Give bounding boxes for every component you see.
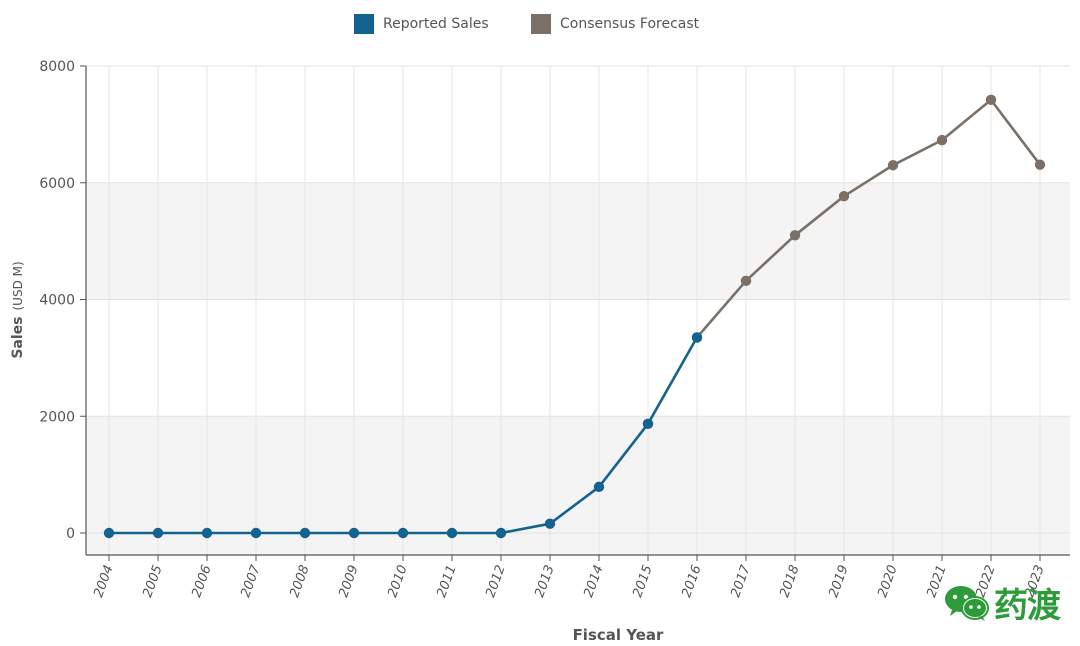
- x-axis-title: Fiscal Year: [573, 626, 664, 644]
- point-reported-sales-2008: [299, 527, 311, 539]
- watermark: 药渡: [944, 578, 1061, 627]
- point-reported-sales-2009: [348, 527, 360, 539]
- x-tick-label-2011: 2011: [434, 563, 459, 599]
- x-tick-label-2014: 2014: [581, 563, 606, 599]
- point-consensus-forecast-2020: [887, 160, 899, 171]
- legend-swatch-reported-sales: [354, 14, 374, 34]
- x-tick-label-2012: 2012: [483, 563, 508, 599]
- x-tick-label-2019: 2019: [826, 563, 851, 599]
- watermark-text: 药渡: [994, 586, 1061, 626]
- x-tick-label-2015: 2015: [630, 563, 655, 599]
- x-tick-label-2013: 2013: [532, 563, 557, 599]
- y-axis-title-main: Sales: [10, 317, 26, 359]
- point-consensus-forecast-2021: [936, 134, 948, 146]
- point-reported-sales-2013: [544, 518, 556, 529]
- x-tick-label-2007: 2007: [238, 563, 264, 600]
- x-tick-label-2005: 2005: [140, 563, 165, 599]
- point-reported-sales-2007: [250, 527, 262, 539]
- legend-item-reported-sales[interactable]: Reported Sales: [354, 10, 489, 38]
- x-tick-label-2018: 2018: [777, 563, 802, 599]
- grid-band-2: [86, 182, 1070, 300]
- point-reported-sales-2016: [691, 332, 703, 343]
- x-tick-label-2016: 2016: [679, 563, 704, 599]
- x-tick-label-2010: 2010: [385, 563, 410, 599]
- legend: Reported Sales Consensus Forecast: [0, 10, 1080, 38]
- y-tick-label-4000: 4000: [39, 293, 75, 309]
- y-axis-title-unit: (USD M): [11, 261, 25, 310]
- y-tick-label-6000: 6000: [39, 176, 75, 192]
- point-reported-sales-2004: [103, 527, 115, 539]
- x-tick-label-2020: 2020: [875, 563, 900, 599]
- point-consensus-forecast-2017: [740, 275, 752, 287]
- x-tick-label-2006: 2006: [189, 563, 214, 599]
- legend-item-consensus-forecast[interactable]: Consensus Forecast: [531, 10, 699, 38]
- point-consensus-forecast-2019: [838, 190, 850, 202]
- y-tick-label-2000: 2000: [39, 409, 75, 425]
- legend-label-consensus-forecast: Consensus Forecast: [560, 16, 700, 32]
- point-reported-sales-2015: [642, 418, 654, 430]
- y-tick-label-0: 0: [66, 526, 75, 542]
- legend-label-reported-sales: Reported Sales: [383, 16, 489, 32]
- x-tick-label-2009: 2009: [336, 563, 361, 599]
- point-reported-sales-2006: [201, 527, 213, 539]
- x-tick-label-2017: 2017: [728, 563, 754, 600]
- point-reported-sales-2005: [152, 527, 164, 539]
- x-tick-label-2004: 2004: [91, 563, 116, 599]
- point-consensus-forecast-2022: [985, 94, 997, 106]
- y-axis-title: Sales (USD M): [10, 261, 26, 358]
- series-line-consensus-forecast: [696, 98, 1042, 339]
- point-consensus-forecast-2023: [1034, 159, 1046, 170]
- point-reported-sales-2012: [495, 527, 507, 539]
- point-reported-sales-2014: [593, 481, 605, 493]
- wechat-icon: [944, 583, 990, 623]
- point-reported-sales-2011: [446, 527, 458, 539]
- y-tick-label-8000: 8000: [39, 59, 75, 75]
- x-tick-label-2008: 2008: [287, 563, 312, 599]
- point-reported-sales-2010: [397, 527, 409, 539]
- legend-swatch-consensus-forecast: [531, 14, 551, 34]
- point-consensus-forecast-2018: [789, 230, 801, 241]
